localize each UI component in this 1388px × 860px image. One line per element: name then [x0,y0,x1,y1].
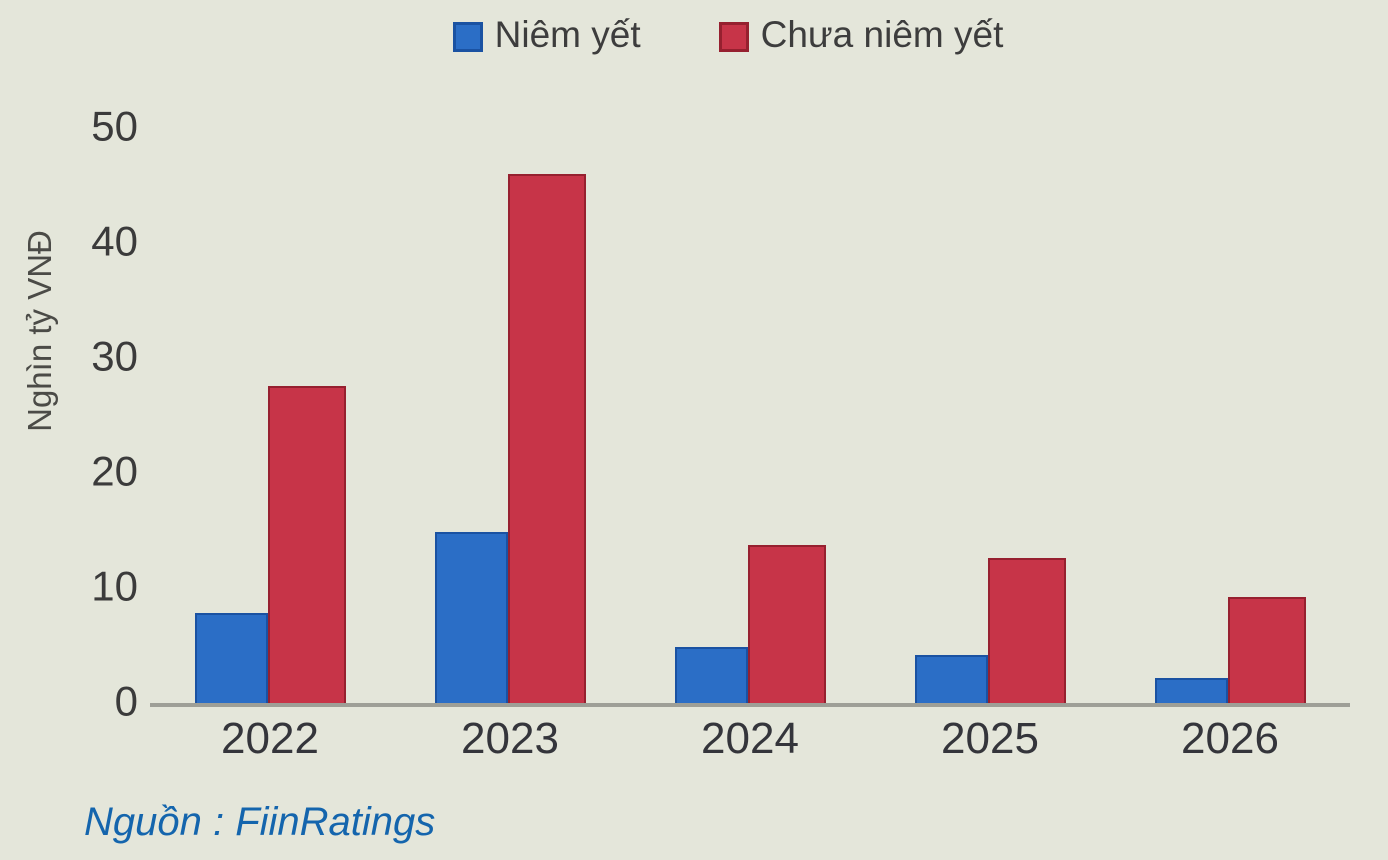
bar-group-2024 [674,128,826,703]
bar-niem-yet-2023 [434,531,508,703]
legend-swatch-chua-niem-yet-icon [718,21,749,52]
bar-niem-yet-2024 [674,646,748,703]
legend-label-chua-niem-yet: Chưa niêm yết [760,14,1004,55]
bar-chua-niem-yet-2025 [987,558,1066,703]
legend-item-chua-niem-yet: Chưa niêm yết [718,14,1004,57]
x-label-2022: 2022 [221,714,319,763]
y-tick-10: 10 [91,562,138,610]
legend-swatch-niem-yet-icon [452,21,483,52]
legend: Niêm yết Chưa niêm yết [34,16,1388,57]
bar-group-2022 [194,128,346,703]
bar-niem-yet-2022 [194,613,268,703]
y-tick-50: 50 [91,102,138,150]
x-label-2024: 2024 [701,714,799,763]
y-tick-20: 20 [91,447,138,495]
bar-chua-niem-yet-2026 [1227,597,1306,703]
bar-group-2025 [914,128,1066,703]
bar-niem-yet-2026 [1154,677,1228,703]
legend-label-niem-yet: Niêm yết [494,14,641,55]
legend-item-niem-yet: Niêm yết [452,14,641,57]
source-note: Nguồn : FiinRatings [84,800,436,844]
plot-area [150,128,1350,707]
x-axis-labels: 2022 2023 2024 2025 2026 [150,714,1350,763]
y-tick-0: 0 [114,677,138,725]
bar-chua-niem-yet-2023 [507,174,586,703]
y-tick-30: 30 [91,332,138,380]
bar-chua-niem-yet-2022 [267,385,346,703]
y-axis-ticks: 50 40 30 20 10 0 [0,105,138,722]
x-label-2026: 2026 [1181,714,1279,763]
bar-niem-yet-2025 [914,654,988,703]
x-label-2025: 2025 [941,714,1039,763]
bar-chua-niem-yet-2024 [747,545,826,703]
y-tick-40: 40 [91,217,138,265]
bar-group-2026 [1154,128,1306,703]
bar-group-2023 [434,128,586,703]
x-label-2023: 2023 [461,714,559,763]
